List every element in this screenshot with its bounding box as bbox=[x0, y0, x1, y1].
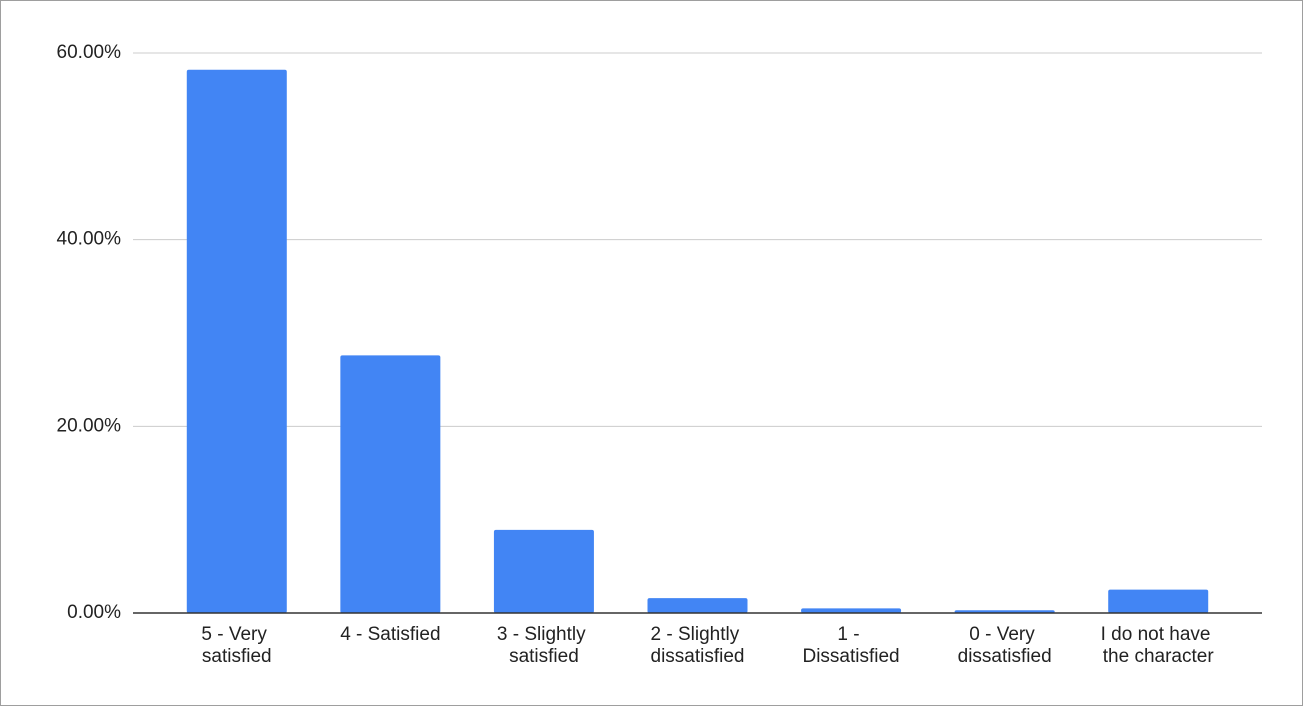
x-tick-label: 4 - Satisfied bbox=[340, 624, 440, 645]
y-tick-label: 40.00% bbox=[57, 229, 122, 250]
x-tick-label: I do not have the character bbox=[1101, 624, 1216, 667]
bar bbox=[647, 598, 748, 613]
bar bbox=[493, 529, 594, 613]
y-tick-label: 20.00% bbox=[57, 415, 122, 436]
bar bbox=[801, 608, 902, 613]
y-tick-label: 60.00% bbox=[57, 42, 122, 63]
x-tick-label: 0 - Very dissatisfied bbox=[958, 624, 1052, 667]
bar bbox=[186, 69, 287, 614]
x-tick-label: 3 - Slightly satisfied bbox=[497, 624, 591, 667]
x-tick-label: 1 - Dissatisfied bbox=[802, 624, 899, 667]
y-tick-label: 0.00% bbox=[67, 602, 121, 623]
x-tick-label: 2 - Slightly dissatisfied bbox=[651, 624, 745, 667]
x-tick-label: 5 - Very satisfied bbox=[201, 624, 272, 667]
bar bbox=[1108, 589, 1209, 613]
bar bbox=[340, 355, 441, 613]
